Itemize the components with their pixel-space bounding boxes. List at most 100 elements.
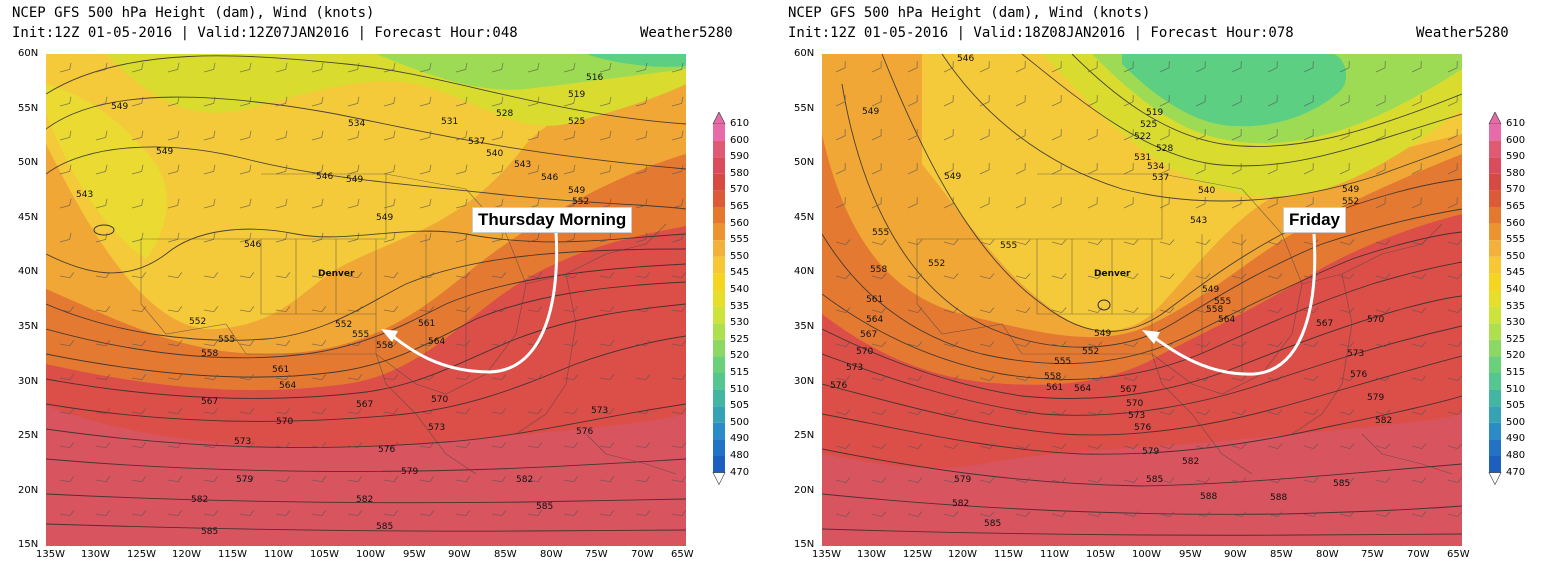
colorbar-level-label: 490 bbox=[1506, 433, 1526, 445]
wind-barb bbox=[835, 61, 846, 73]
wind-barb bbox=[979, 443, 995, 450]
wind-barb bbox=[419, 510, 435, 517]
wind-barb bbox=[131, 164, 144, 175]
contour-label: 519 bbox=[568, 90, 585, 100]
colorbar-swatch bbox=[1489, 273, 1501, 290]
wind-barb bbox=[455, 306, 471, 313]
city-label-denver: Denver bbox=[318, 269, 355, 279]
wind-barb bbox=[239, 164, 252, 175]
wind-barb bbox=[835, 197, 846, 209]
lon-label: 90W bbox=[1224, 549, 1247, 560]
wind-barb bbox=[95, 272, 111, 279]
contour-label: 576 bbox=[378, 445, 395, 455]
wind-barb bbox=[1195, 477, 1211, 484]
wind-barb bbox=[1051, 375, 1067, 382]
wind-barb bbox=[383, 232, 396, 243]
wind-barb bbox=[1267, 239, 1283, 246]
wind-barb bbox=[1087, 197, 1098, 209]
contour-label: 579 bbox=[1367, 393, 1384, 403]
wind-barb bbox=[1195, 95, 1206, 107]
wind-barb bbox=[599, 62, 612, 73]
wind-barb bbox=[871, 511, 887, 518]
wind-barb bbox=[635, 96, 648, 107]
colorbar-level-label: 520 bbox=[1506, 350, 1526, 362]
wind-barb bbox=[311, 96, 324, 107]
contour-label: 531 bbox=[1134, 153, 1151, 163]
wind-barb bbox=[1231, 95, 1242, 107]
wind-barb bbox=[1195, 129, 1206, 141]
wind-barb bbox=[347, 510, 363, 517]
wind-barb bbox=[1051, 477, 1067, 484]
wind-barb bbox=[527, 374, 543, 381]
contour-label: 549 bbox=[1342, 185, 1359, 195]
wind-barbs bbox=[59, 62, 686, 517]
wind-barb bbox=[59, 130, 72, 141]
callout-thursday-morning: Thursday Morning bbox=[472, 207, 633, 233]
wind-barb bbox=[1123, 95, 1134, 107]
contour-label: 567 bbox=[356, 400, 373, 410]
colorbar-swatch bbox=[1489, 190, 1501, 207]
wind-barb bbox=[167, 232, 180, 243]
wind-barb bbox=[1087, 239, 1103, 246]
wind-barb bbox=[1447, 129, 1458, 141]
colorbar-swatch bbox=[713, 306, 725, 324]
wind-barb bbox=[835, 163, 846, 175]
wind-barb bbox=[1195, 375, 1211, 382]
wind-barb bbox=[563, 374, 579, 381]
lat-label: 45N bbox=[18, 212, 39, 223]
wind-barb bbox=[1411, 95, 1422, 107]
wind-barb bbox=[1231, 61, 1242, 73]
contour-label: 549 bbox=[111, 102, 128, 112]
contour-label: 546 bbox=[244, 240, 261, 250]
contour-label: 558 bbox=[376, 341, 393, 351]
wind-barb bbox=[1195, 239, 1211, 246]
colorbar-swatch bbox=[1489, 356, 1501, 373]
wind-barb bbox=[1447, 409, 1462, 416]
contour-label: 585 bbox=[536, 502, 553, 512]
wind-barb bbox=[203, 306, 219, 313]
contour-label: 585 bbox=[1146, 475, 1163, 485]
colorbar-swatch bbox=[713, 339, 725, 357]
colorbar-swatch bbox=[713, 273, 725, 290]
wind-barb bbox=[943, 341, 959, 348]
wind-barb bbox=[1411, 163, 1422, 175]
wind-barb bbox=[1447, 273, 1462, 280]
colorbar: 610 600 590 580 570 565 560 555 550 545 540 535 530 5… bbox=[712, 112, 772, 492]
wind-barb bbox=[635, 476, 651, 483]
wind-barb bbox=[455, 130, 468, 141]
colorbar-level-label: 610 bbox=[730, 118, 750, 129]
colorbar-max-arrow bbox=[712, 112, 726, 125]
wind-barb bbox=[835, 511, 851, 518]
wind-barb bbox=[239, 272, 255, 279]
wind-barb bbox=[1231, 477, 1247, 484]
wind-barb bbox=[1051, 95, 1062, 107]
contour-label: 585 bbox=[201, 527, 218, 537]
wind-barb bbox=[1231, 197, 1242, 209]
lon-label: 105W bbox=[310, 549, 339, 560]
wind-barb bbox=[1123, 61, 1134, 73]
wind-barb bbox=[131, 476, 147, 483]
map-title: NCEP GFS 500 hPa Height (dam), Wind (kno… bbox=[788, 5, 1151, 21]
contour-label: 588 bbox=[1200, 492, 1217, 502]
contour-label: 549 bbox=[346, 175, 363, 185]
colorbar-swatch bbox=[1489, 173, 1501, 191]
contour-label: 576 bbox=[576, 427, 593, 437]
trajectory-arrow bbox=[1142, 233, 1317, 376]
wind-barb bbox=[95, 340, 111, 347]
lat-label: 35N bbox=[794, 321, 815, 332]
wind-barb bbox=[871, 129, 882, 141]
contour-label: 561 bbox=[1046, 383, 1063, 393]
wind-barb bbox=[1015, 443, 1031, 450]
contour-label: 570 bbox=[856, 347, 873, 357]
wind-barb bbox=[1447, 61, 1458, 73]
wind-barb bbox=[1159, 409, 1175, 416]
colorbar-level-label: 515 bbox=[1506, 367, 1526, 378]
wind-barbs bbox=[835, 61, 1462, 518]
lon-label: 80W bbox=[1316, 549, 1339, 560]
wind-barb bbox=[1015, 239, 1031, 246]
wind-barb bbox=[167, 510, 183, 517]
wind-barb bbox=[1051, 443, 1067, 450]
wind-barb bbox=[1195, 409, 1211, 416]
colorbar-swatch bbox=[713, 207, 725, 224]
wind-barb bbox=[943, 477, 959, 484]
